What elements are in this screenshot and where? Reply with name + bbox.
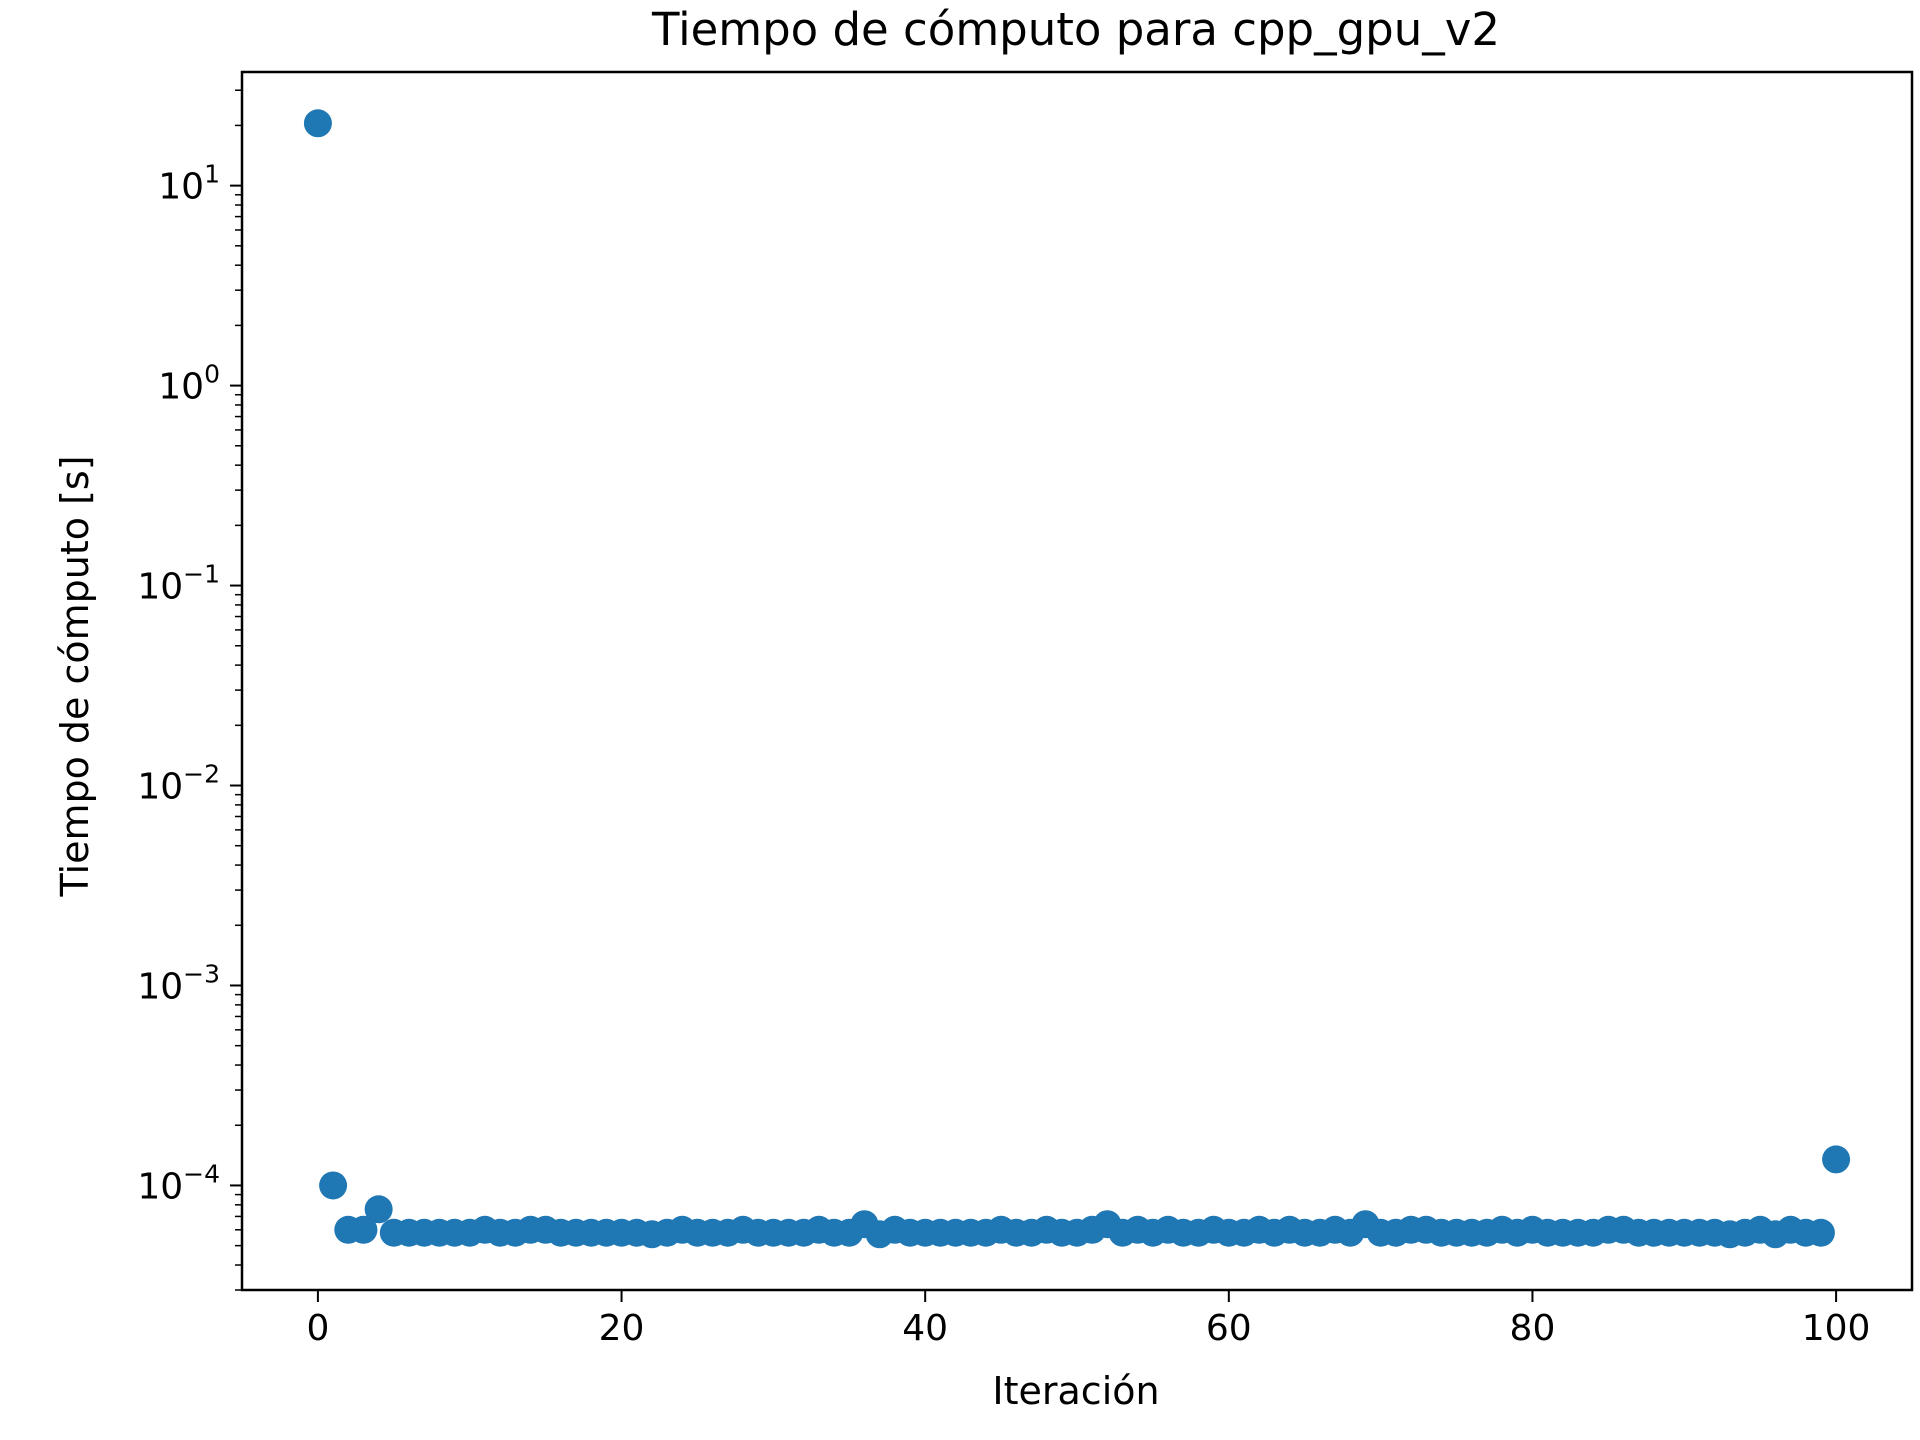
x-tick-label: 100 xyxy=(1802,1308,1871,1349)
x-axis-label: Iteración xyxy=(992,1369,1159,1413)
x-tick-label: 80 xyxy=(1510,1308,1556,1349)
y-tick-label: 10−4 xyxy=(137,1159,220,1207)
data-point xyxy=(364,1195,393,1224)
x-tick-label: 20 xyxy=(599,1308,645,1349)
x-tick-label: 40 xyxy=(902,1308,948,1349)
y-tick-label: 100 xyxy=(158,360,220,408)
y-tick-label: 10−3 xyxy=(137,959,220,1007)
y-tick-label: 101 xyxy=(158,160,220,208)
data-point xyxy=(1822,1145,1851,1174)
data-point xyxy=(319,1171,348,1200)
x-tick-label: 0 xyxy=(306,1308,329,1349)
data-point xyxy=(1806,1218,1835,1247)
data-points xyxy=(303,109,1851,1249)
y-tick-label: 10−2 xyxy=(137,760,220,808)
plot-frame xyxy=(240,70,1914,1292)
y-tick-label: 10−1 xyxy=(137,560,220,608)
chart-title: Tiempo de cómputo para cpp_gpu_v2 xyxy=(651,3,1500,56)
data-point xyxy=(349,1215,378,1244)
x-tick-label: 60 xyxy=(1206,1308,1252,1349)
axis-ticks: 0 20 40 60 80 100 101 100 10−1 10−2 10−3 10−4 xyxy=(137,89,1871,1349)
y-axis-label: Tiempo de cómputo [s] xyxy=(53,455,97,897)
data-point xyxy=(303,109,332,138)
